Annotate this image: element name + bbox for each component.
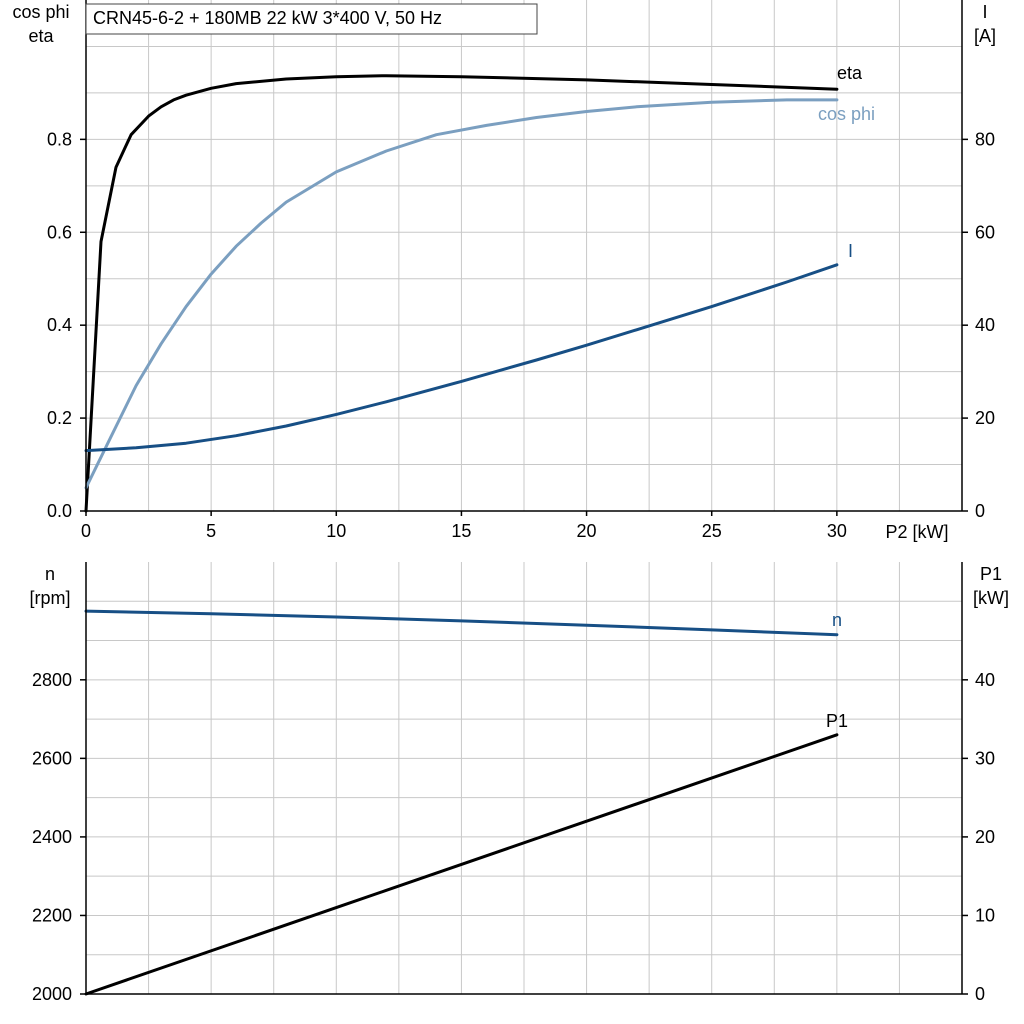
title-box — [85, 3, 538, 35]
top-x-tick-label: 30 — [827, 521, 847, 541]
top-y-left-tick-label: 0.4 — [47, 315, 72, 335]
series-line-cos-phi — [84, 98, 839, 490]
top-panel: 0.0 0.2 0.4 0.6 0.8 0 20 40 60 80 0 5 10 15 20 25 30 CRN… — [12, 0, 996, 542]
bottom-y-left-tick-label: 2000 — [32, 984, 72, 1004]
y-left-label-line2: eta — [28, 26, 54, 46]
top-y-left-tick-label: 0.0 — [47, 501, 72, 521]
bottom-y-left-tick-label: 2200 — [32, 905, 72, 925]
y-left-label-line1: cos phi — [12, 2, 69, 22]
top-y-right-tick-label: 80 — [975, 129, 995, 149]
bottom-y-left-tick-label: 2600 — [32, 748, 72, 768]
cosphi-series-label: cos phi — [818, 104, 875, 124]
bottom-y-right-tick-label: 40 — [975, 670, 995, 690]
top-y-right-tick-label: 60 — [975, 222, 995, 242]
bottom-y-right-tick-label: 10 — [975, 905, 995, 925]
y-right-label-kw: [kW] — [973, 588, 1009, 608]
bottom-y-left-tick-label: 2800 — [32, 670, 72, 690]
top-y-left-tick-label: 0.2 — [47, 408, 72, 428]
chart-title: CRN45-6-2 + 180MB 22 kW 3*400 V, 50 Hz — [93, 8, 442, 28]
top-x-tick-label: 15 — [451, 521, 471, 541]
top-y-left-tick-label: 0.8 — [47, 129, 72, 149]
top-x-tick-label: 20 — [577, 521, 597, 541]
series-line-p1 — [84, 733, 839, 996]
y-right-label-line1: I — [982, 2, 987, 22]
bottom-series — [84, 609, 839, 996]
y-left-label-n: n — [45, 564, 55, 584]
current-series-label: I — [848, 241, 853, 261]
y-left-label-rpm: [rpm] — [29, 588, 70, 608]
top-y-right-tick-label: 20 — [975, 408, 995, 428]
top-y-right-tick-label: 40 — [975, 315, 995, 335]
p1-series-label: P1 — [826, 711, 848, 731]
bottom-grid — [86, 562, 962, 994]
bottom-y-left-tick-label: 2400 — [32, 827, 72, 847]
top-y-left-tick-label: 0.6 — [47, 222, 72, 242]
top-axes — [80, 0, 968, 516]
top-x-tick-label: 0 — [81, 521, 91, 541]
speed-series-label: n — [832, 610, 842, 630]
bottom-panel: 2000 2200 2400 2600 2800 0 10 20 30 40 n [rpm] P1… — [29, 562, 1009, 1004]
y-right-label-line2: [A] — [974, 26, 996, 46]
series-line-i — [84, 263, 839, 453]
eta-series-label: eta — [837, 63, 863, 83]
top-series — [84, 74, 839, 513]
top-grid — [86, 0, 962, 511]
top-x-tick-label: 10 — [326, 521, 346, 541]
bottom-y-right-tick-label: 20 — [975, 827, 995, 847]
y-right-label-p1: P1 — [980, 564, 1002, 584]
bottom-tick-labels: 2000 2200 2400 2600 2800 0 10 20 30 40 — [32, 670, 995, 1004]
top-x-tick-label: 25 — [702, 521, 722, 541]
series-line-n — [84, 609, 839, 637]
bottom-y-right-tick-label: 0 — [975, 984, 985, 1004]
bottom-axes — [80, 562, 968, 995]
top-tick-labels: 0.0 0.2 0.4 0.6 0.8 0 20 40 60 80 0 5 10 15 20 25 30 — [47, 129, 995, 541]
series-line-eta — [84, 74, 839, 513]
top-x-tick-label: 5 — [206, 521, 216, 541]
x-axis-label: P2 [kW] — [885, 522, 948, 542]
bottom-y-right-tick-label: 30 — [975, 748, 995, 768]
top-y-right-tick-label: 0 — [975, 501, 985, 521]
